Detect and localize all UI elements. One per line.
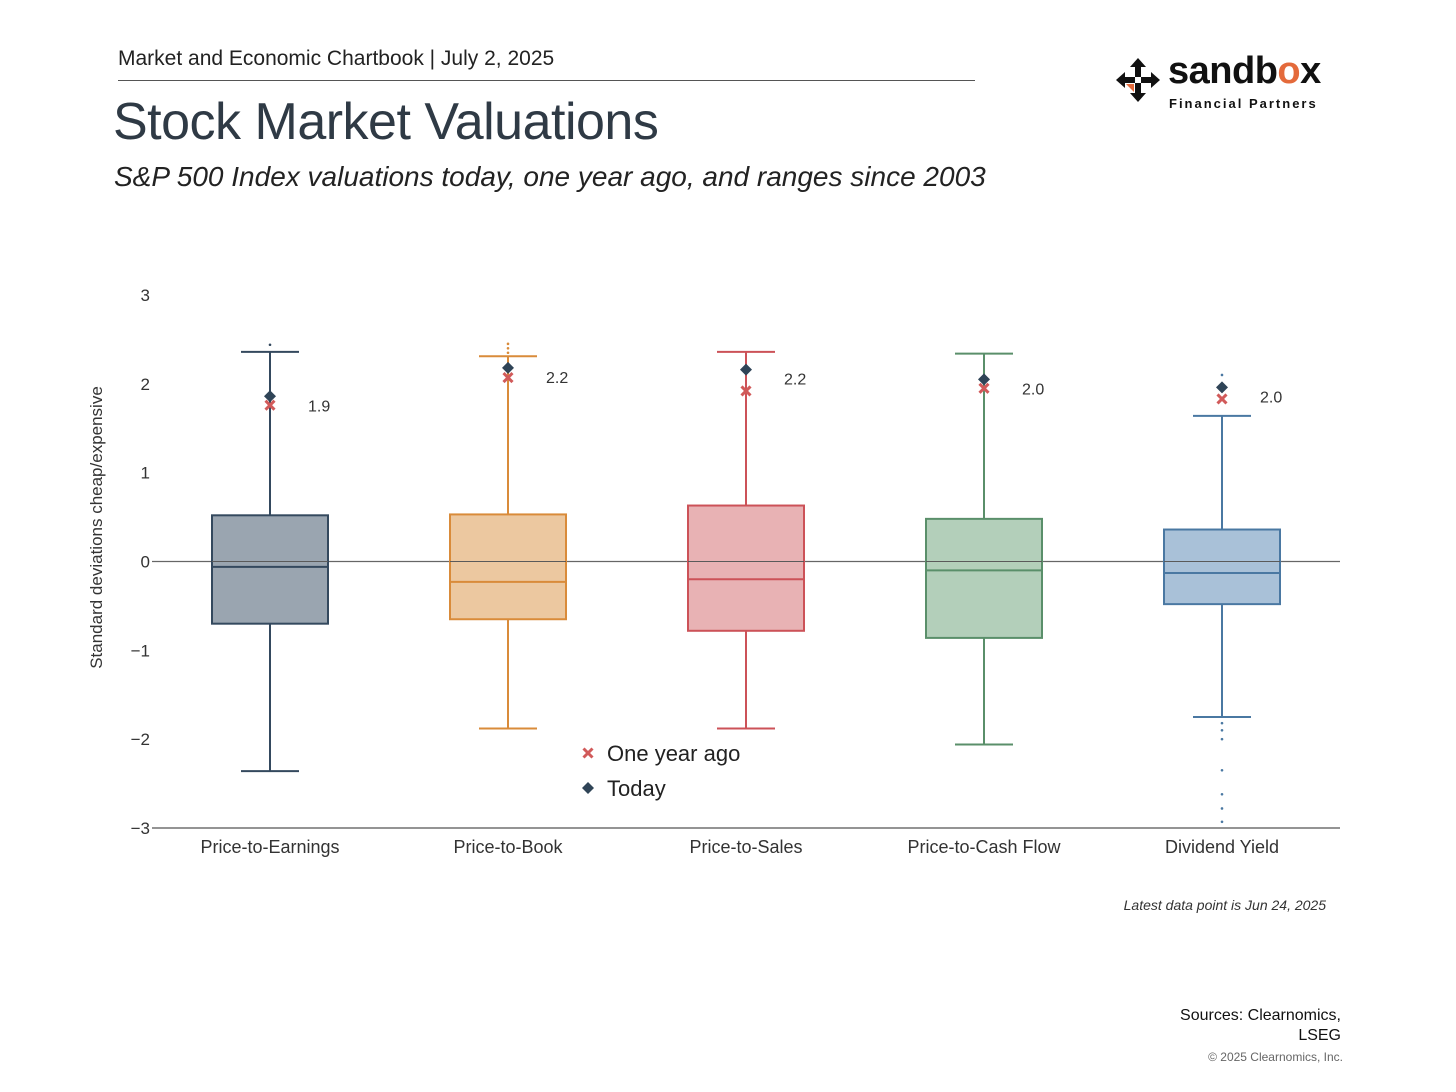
latest-data-note: Latest data point is Jun 24, 2025 bbox=[1123, 897, 1326, 913]
y-axis-label: Standard deviations cheap/expensive bbox=[87, 386, 106, 669]
today-value-label: 2.2 bbox=[546, 370, 568, 387]
outlier-point bbox=[1220, 373, 1224, 377]
y-tick-label: −1 bbox=[131, 641, 150, 660]
y-tick-label: 2 bbox=[141, 375, 150, 394]
one-year-ago-marker bbox=[502, 372, 514, 384]
x-tick-label: Price-to-Book bbox=[453, 837, 563, 857]
header-divider bbox=[118, 80, 975, 81]
y-tick-label: −3 bbox=[131, 819, 150, 838]
legend-marker-today bbox=[582, 782, 594, 794]
today-marker bbox=[1216, 381, 1228, 394]
y-tick-label: 3 bbox=[141, 286, 150, 305]
x-tick-label: Dividend Yield bbox=[1165, 837, 1279, 857]
logo-word-accent: o bbox=[1277, 50, 1301, 92]
legend-label-one-year-ago: One year ago bbox=[607, 741, 740, 766]
outlier-point bbox=[506, 351, 510, 355]
outlier-point bbox=[1220, 792, 1224, 796]
one-year-ago-marker bbox=[978, 382, 990, 394]
copyright: © 2025 Clearnomics, Inc. bbox=[1208, 1050, 1343, 1064]
logo-word-main: sandb bbox=[1168, 50, 1278, 92]
y-tick-label: −2 bbox=[131, 730, 150, 749]
today-value-label: 2.0 bbox=[1022, 381, 1044, 398]
one-year-ago-marker bbox=[264, 399, 276, 411]
today-marker bbox=[978, 373, 990, 386]
y-tick-label: 0 bbox=[141, 553, 150, 572]
today-value-label: 2.2 bbox=[784, 372, 806, 389]
logo-word-end: x bbox=[1300, 50, 1321, 92]
outlier-point bbox=[506, 347, 510, 350]
legend-label-today: Today bbox=[607, 776, 666, 801]
outlier-point bbox=[1220, 728, 1224, 732]
box-iqr bbox=[687, 504, 805, 632]
one-year-ago-marker bbox=[1216, 393, 1228, 405]
outlier-point bbox=[268, 343, 272, 347]
box-iqr bbox=[925, 517, 1043, 639]
outlier-point bbox=[1220, 737, 1224, 741]
x-tick-label: Price-to-Cash Flow bbox=[907, 837, 1061, 857]
arrows-cross-icon bbox=[1116, 58, 1160, 102]
outlier-point bbox=[1220, 721, 1224, 725]
sources-line-2: LSEG bbox=[1298, 1027, 1341, 1044]
today-marker bbox=[264, 390, 276, 403]
x-tick-label: Price-to-Earnings bbox=[200, 837, 339, 857]
today-marker bbox=[740, 363, 752, 376]
legend-marker-one-year-ago bbox=[582, 747, 594, 759]
outlier-point bbox=[1220, 820, 1224, 824]
today-value-label: 1.9 bbox=[308, 398, 330, 415]
outlier-point bbox=[1220, 807, 1224, 810]
today-value-label: 2.0 bbox=[1260, 389, 1282, 406]
today-marker bbox=[502, 361, 514, 374]
x-tick-label: Price-to-Sales bbox=[689, 837, 802, 857]
outlier-point bbox=[1220, 768, 1224, 772]
sources-line-1: Sources: Clearnomics, bbox=[1180, 1007, 1341, 1024]
outlier-point bbox=[506, 342, 510, 346]
page-subtitle: S&P 500 Index valuations today, one year… bbox=[114, 161, 986, 192]
logo-wordmark: sandbox bbox=[1168, 50, 1321, 93]
y-tick-label: 1 bbox=[141, 464, 150, 483]
sources-note: Sources: Clearnomics, LSEG bbox=[1121, 1006, 1341, 1046]
box-iqr bbox=[1163, 528, 1281, 606]
box-iqr bbox=[449, 513, 567, 621]
box-iqr bbox=[211, 514, 329, 625]
logo-tagline: Financial Partners bbox=[1169, 96, 1318, 111]
page-title: Stock Market Valuations bbox=[113, 93, 659, 151]
chartbook-header: Market and Economic Chartbook | July 2, … bbox=[118, 47, 555, 70]
one-year-ago-marker bbox=[740, 385, 752, 397]
sandbox-logo: sandbox Financial Partners bbox=[1114, 50, 1344, 112]
